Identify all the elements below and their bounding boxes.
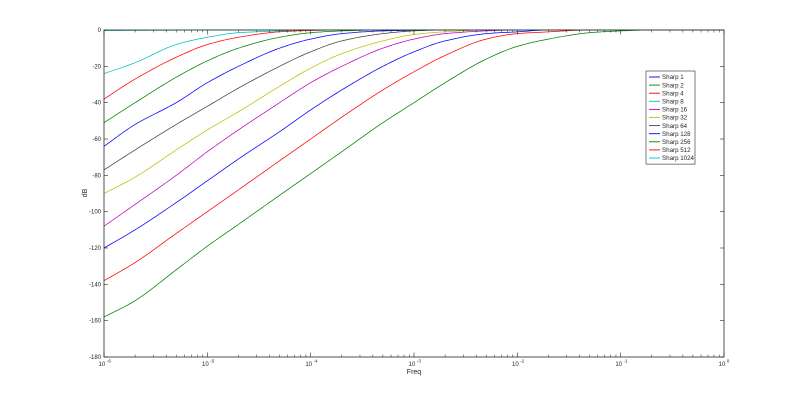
x-tick-exponent: -4 bbox=[313, 359, 318, 364]
plot-background bbox=[104, 30, 724, 357]
legend-label: Sharp 64 bbox=[662, 123, 688, 130]
y-tick-label: -120 bbox=[89, 246, 102, 252]
x-tick-label: 10 bbox=[305, 362, 312, 368]
y-axis-label: dB bbox=[82, 188, 89, 197]
y-tick-label: -40 bbox=[92, 101, 101, 107]
x-tick-exponent: -6 bbox=[107, 359, 112, 364]
y-tick-label: -100 bbox=[89, 210, 102, 216]
legend-label: Sharp 256 bbox=[662, 139, 691, 146]
x-tick-exponent: 0 bbox=[727, 359, 730, 364]
plot-frame bbox=[103, 29, 725, 358]
y-tick-label: 0 bbox=[98, 28, 102, 34]
y-tick-label: -180 bbox=[89, 355, 102, 361]
x-tick-exponent: -5 bbox=[210, 359, 215, 364]
x-tick-exponent: -1 bbox=[623, 359, 628, 364]
y-tick-label: -80 bbox=[92, 173, 101, 179]
x-tick-label: 10 bbox=[615, 362, 622, 368]
legend-label: Sharp 4 bbox=[662, 90, 684, 97]
x-tick-exponent: -2 bbox=[520, 359, 525, 364]
y-tick-label: -60 bbox=[92, 137, 101, 143]
x-tick-label: 10 bbox=[202, 362, 209, 368]
y-tick-label: -20 bbox=[92, 64, 101, 70]
legend-label: Sharp 32 bbox=[662, 115, 688, 122]
legend-label: Sharp 1 bbox=[662, 74, 684, 81]
tick-layer: 0-20-40-60-80-100-120-140-160-18010-610-… bbox=[89, 28, 730, 368]
legend-label: Sharp 16 bbox=[662, 107, 688, 114]
x-tick-exponent: -3 bbox=[417, 359, 422, 364]
x-tick-label: 10 bbox=[99, 362, 106, 368]
x-axis-label: Freq bbox=[407, 369, 422, 376]
x-tick-label: 10 bbox=[512, 362, 519, 368]
legend-label: Sharp 2 bbox=[662, 82, 684, 89]
legend-label: Sharp 512 bbox=[662, 147, 691, 154]
legend-label: Sharp 8 bbox=[662, 99, 684, 106]
legend-label: Sharp 128 bbox=[662, 131, 691, 138]
x-tick-label: 10 bbox=[409, 362, 416, 368]
x-tick-label: 10 bbox=[719, 362, 726, 368]
y-tick-label: -140 bbox=[89, 282, 102, 288]
legend-label: Sharp 1024 bbox=[662, 155, 695, 162]
y-tick-label: -160 bbox=[89, 319, 102, 325]
